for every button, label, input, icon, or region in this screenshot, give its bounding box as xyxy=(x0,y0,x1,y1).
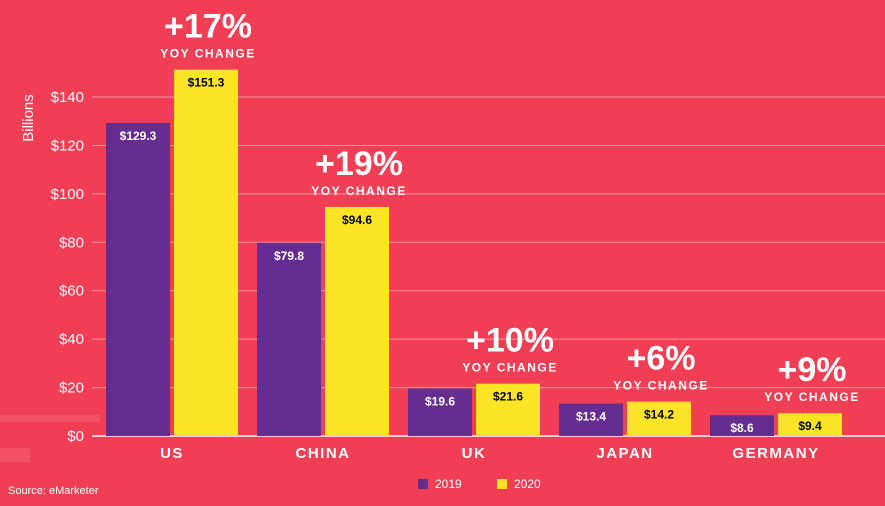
yoy-change-caption: YOY CHANGE xyxy=(462,361,557,375)
yoy-change-caption: YOY CHANGE xyxy=(160,47,255,61)
bar-value-label: $151.3 xyxy=(188,76,225,90)
legend-swatch-2020 xyxy=(497,479,507,489)
y-tick-label: $80 xyxy=(59,234,84,251)
source-note: Source: eMarketer xyxy=(8,485,99,497)
legend-swatch-2019 xyxy=(418,479,428,489)
yoy-change-value: +9% xyxy=(778,351,847,389)
bar-2019-japan xyxy=(559,403,623,436)
legend-label: 2019 xyxy=(435,477,462,491)
yoy-change-caption: YOY CHANGE xyxy=(613,379,708,393)
yoy-change-value: +10% xyxy=(466,322,554,360)
bar-2020-japan xyxy=(627,401,691,436)
bar-2019-china xyxy=(257,242,321,436)
bar-2019-uk xyxy=(408,388,472,436)
y-tick-label: $0 xyxy=(67,428,84,445)
category-label: UK xyxy=(462,445,487,462)
yoy-change-caption: YOY CHANGE xyxy=(764,390,859,404)
y-tick-label: $60 xyxy=(59,283,84,300)
bar-2020-uk xyxy=(476,383,540,436)
bar-value-label: $79.8 xyxy=(274,249,304,263)
bar-value-label: $21.6 xyxy=(493,390,523,404)
y-tick-label: $120 xyxy=(51,137,84,154)
y-tick-label: $100 xyxy=(51,186,84,203)
y-tick-label: $20 xyxy=(59,380,84,397)
bar-value-label: $94.6 xyxy=(342,213,372,227)
category-label: CHINA xyxy=(296,445,351,462)
category-label: US xyxy=(160,445,184,462)
category-label: GERMANY xyxy=(732,445,819,462)
yoy-change-value: +6% xyxy=(627,340,696,378)
y-axis-label: Billions xyxy=(20,94,37,142)
bar-2019-germany xyxy=(710,415,774,436)
decorative-shape xyxy=(0,448,30,462)
yoy-change-value: +19% xyxy=(315,145,403,183)
bar-2019-us xyxy=(106,122,170,436)
bar-value-label: $19.6 xyxy=(425,395,455,409)
bar-value-label: $9.4 xyxy=(798,419,822,433)
y-tick-label: $140 xyxy=(51,89,84,106)
decorative-shape xyxy=(0,415,100,422)
y-tick-label: $40 xyxy=(59,331,84,348)
yoy-change-value: +17% xyxy=(164,8,252,46)
legend-label: 2020 xyxy=(514,477,541,491)
bar-2020-germany xyxy=(778,413,842,436)
bar-2020-china xyxy=(325,206,389,436)
category-label: JAPAN xyxy=(596,445,653,462)
bar-value-label: $14.2 xyxy=(644,408,674,422)
bar-2020-us xyxy=(174,69,238,436)
bar-value-label: $129.3 xyxy=(120,129,157,143)
yoy-change-caption: YOY CHANGE xyxy=(311,184,406,198)
bar-value-label: $13.4 xyxy=(576,410,606,424)
bar-value-label: $8.6 xyxy=(730,421,754,435)
